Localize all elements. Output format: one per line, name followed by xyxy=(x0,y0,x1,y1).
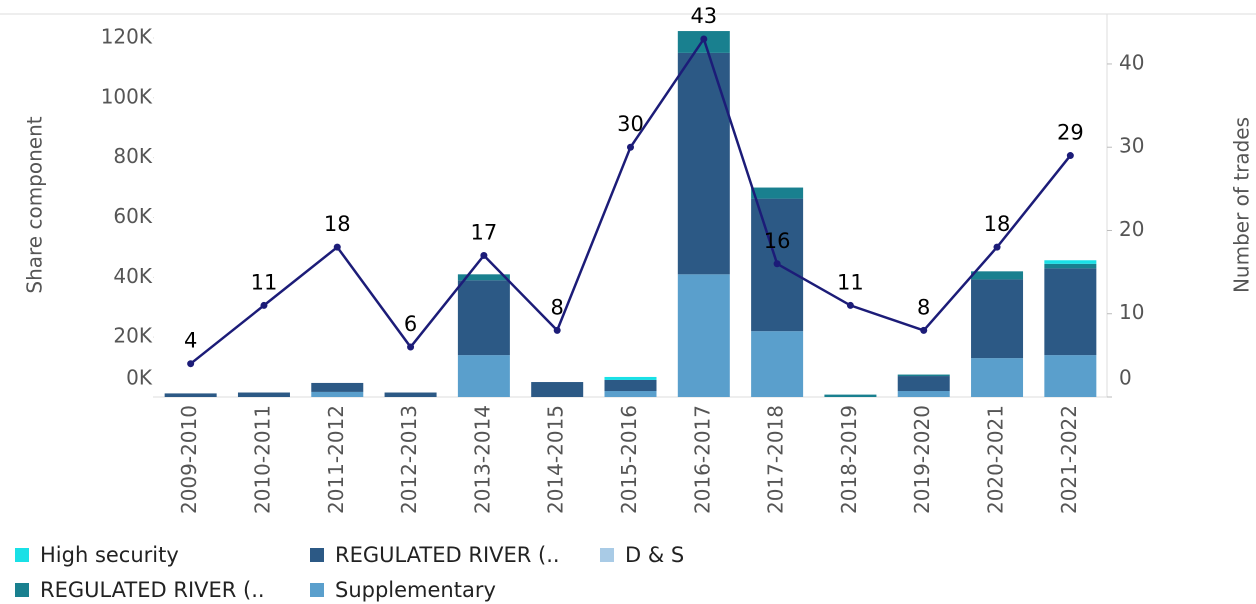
x-tick-label: 2020-2021 xyxy=(984,405,1008,514)
y2-tick-label: 40 xyxy=(1119,50,1144,74)
y2-axis-title: Number of trades xyxy=(1230,117,1254,293)
bar-segment xyxy=(311,391,364,397)
data-label: 4 xyxy=(184,329,197,353)
legend-label: High security xyxy=(40,543,179,567)
y-tick-label: 80K xyxy=(113,144,152,168)
trades-point xyxy=(407,343,415,351)
trades-point xyxy=(187,360,195,368)
y-tick-label: 40K xyxy=(113,264,152,288)
trades-point xyxy=(260,301,268,309)
trades-line xyxy=(189,36,1072,365)
data-label: 18 xyxy=(984,212,1011,236)
y2-tick-label: 20 xyxy=(1119,217,1144,241)
x-tick-label: 2009-2010 xyxy=(177,405,201,514)
y2-tick-label: 0 xyxy=(1119,366,1132,390)
bar-segment xyxy=(604,376,657,380)
trades-point xyxy=(993,243,1001,251)
data-label: 30 xyxy=(617,112,644,136)
y-tick-label: 60K xyxy=(113,204,152,228)
legend-swatch xyxy=(600,548,614,562)
bar-segment xyxy=(1044,355,1097,397)
trades-point xyxy=(700,35,708,43)
x-tick-label: 2014-2015 xyxy=(544,405,568,514)
legend-swatch xyxy=(15,548,29,562)
trades-point xyxy=(1066,152,1074,160)
x-tick-label: 2012-2013 xyxy=(397,405,421,514)
bar-segment xyxy=(897,374,950,377)
data-label: 8 xyxy=(917,295,930,319)
x-tick-label: 2018-2019 xyxy=(837,405,861,514)
y-tick-label: 120K xyxy=(101,24,153,48)
trades-point xyxy=(920,326,928,334)
bar-segment xyxy=(604,391,657,397)
x-tick-label: 2013-2014 xyxy=(470,405,494,514)
y2-tick-label: 10 xyxy=(1119,300,1144,324)
bar-segment xyxy=(237,392,290,397)
bar-segment xyxy=(897,391,950,397)
data-label: 8 xyxy=(551,295,564,319)
trades-point xyxy=(627,143,634,151)
data-label: 17 xyxy=(471,220,498,244)
trades-point xyxy=(480,251,488,259)
x-tick-label: 2011-2012 xyxy=(324,405,348,514)
trades-point xyxy=(773,260,781,268)
bar-segment xyxy=(824,394,877,397)
bar-segment xyxy=(457,355,510,397)
data-label: 11 xyxy=(251,270,278,294)
bar-segment xyxy=(971,279,1024,359)
bar-segment xyxy=(604,379,657,392)
legend-swatch xyxy=(310,548,324,562)
data-label: 11 xyxy=(837,270,864,294)
bar-segment xyxy=(1044,260,1097,264)
bar-segment xyxy=(164,393,217,397)
bar-segment xyxy=(457,274,510,281)
bar-segment xyxy=(971,358,1024,397)
legend-label: Supplementary xyxy=(335,578,496,602)
y-axis-title: Share component xyxy=(23,116,47,293)
bar-segment xyxy=(311,382,364,392)
bar-segment xyxy=(384,392,437,397)
x-tick-label: 2015-2016 xyxy=(617,405,641,514)
x-tick-label: 2016-2017 xyxy=(690,405,714,514)
x-tick-label: 2021-2022 xyxy=(1057,405,1081,514)
trades-point xyxy=(553,326,561,334)
y-tick-label: 20K xyxy=(113,324,152,348)
y-tick-label: 100K xyxy=(101,84,153,108)
bar-segment xyxy=(751,331,804,397)
legend-swatch xyxy=(15,583,29,597)
bar-segment xyxy=(457,280,510,356)
bar-segment xyxy=(971,271,1024,280)
bar-segment xyxy=(1044,268,1097,356)
legend-label: REGULATED RIVER (.. xyxy=(335,543,560,567)
data-label: 29 xyxy=(1057,121,1084,145)
data-label: 43 xyxy=(690,4,717,28)
trades-point xyxy=(846,301,854,309)
data-label: 6 xyxy=(404,312,417,336)
bar-segment xyxy=(531,382,584,397)
bar-segment xyxy=(897,376,950,392)
y2-tick-label: 30 xyxy=(1119,134,1144,158)
bar-segment xyxy=(1044,263,1097,269)
legend-swatch xyxy=(310,583,324,597)
legend-label: REGULATED RIVER (.. xyxy=(40,578,265,602)
x-tick-label: 2010-2011 xyxy=(250,405,274,514)
bar-segment xyxy=(677,274,730,397)
data-label: 18 xyxy=(324,212,351,236)
data-label: 16 xyxy=(764,229,791,253)
bar-segment xyxy=(751,187,804,199)
y-tick-label: 0K xyxy=(126,366,153,390)
legend-label: D & S xyxy=(625,543,684,567)
x-tick-label: 2019-2020 xyxy=(910,405,934,514)
trades-point xyxy=(333,243,341,251)
x-tick-label: 2017-2018 xyxy=(764,405,788,514)
bar-segment xyxy=(677,52,730,275)
